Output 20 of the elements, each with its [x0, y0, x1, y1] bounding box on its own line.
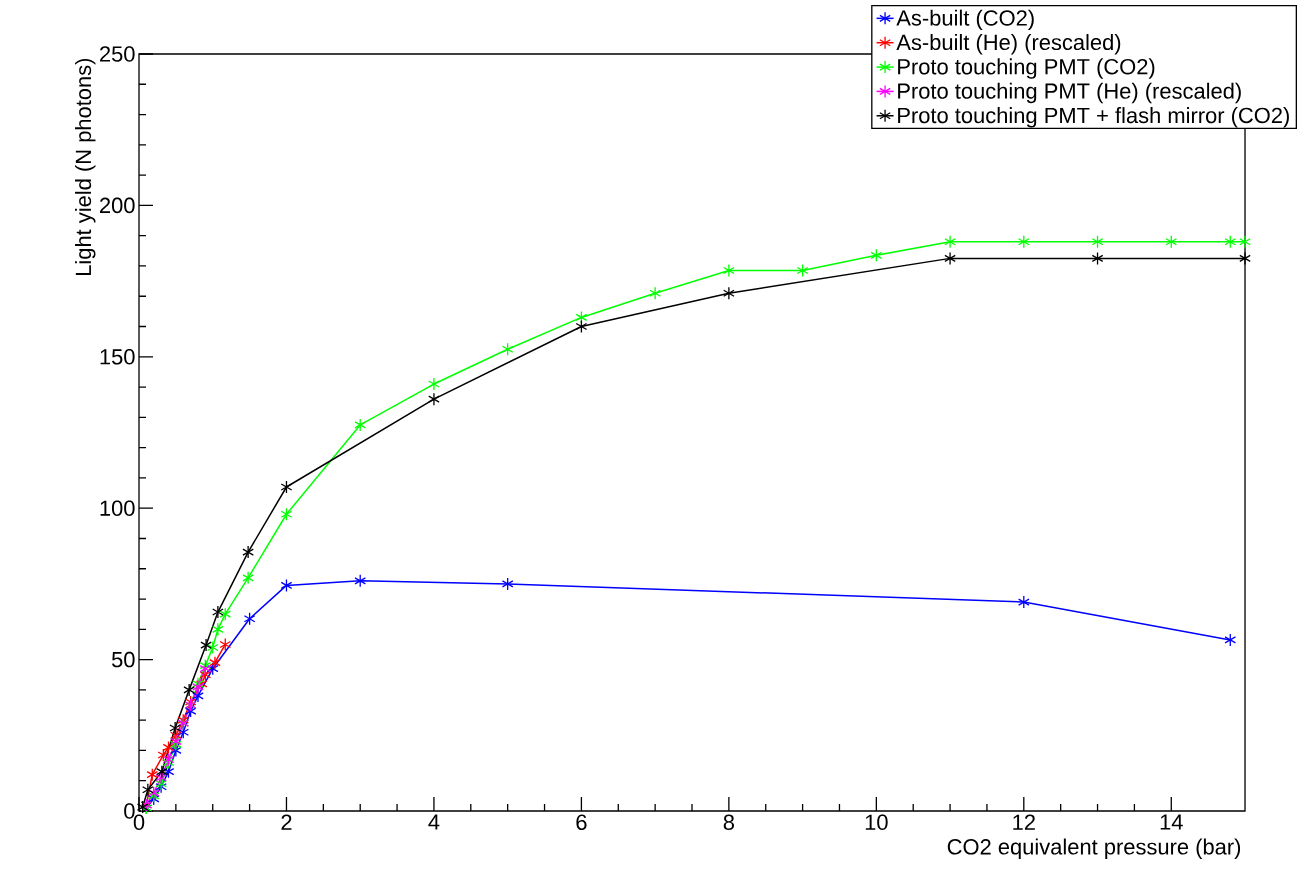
legend-label: Proto touching PMT + flash mirror (CO2)	[898, 107, 1289, 128]
legend-label: As-built (He) (rescaled)	[896, 34, 1121, 55]
x-tick-label: 6	[576, 814, 587, 831]
x-axis-title: CO2 equivalent pressure (bar)	[947, 838, 1241, 859]
x-tick-label: 4	[428, 814, 440, 830]
x-tick-label: 10	[865, 814, 888, 831]
y-tick-label: 150	[100, 349, 135, 365]
y-axis-title: Light yield (N photons)	[75, 58, 96, 276]
y-tick-label: 200	[100, 197, 135, 214]
x-tick-label: 8	[723, 814, 735, 831]
y-tick-label: 100	[100, 500, 135, 516]
x-tick-label: 14	[1160, 814, 1183, 830]
y-tick-label: 50	[111, 651, 135, 668]
legend-label: As-built (CO2)	[896, 9, 1034, 31]
legend-label: Proto touching PMT (He) (rescaled)	[898, 82, 1241, 104]
legend-label: Proto touching PMT (CO2)	[898, 58, 1155, 79]
y-tick-label: 0	[124, 803, 135, 819]
x-tick-label: 12	[1013, 814, 1035, 830]
x-tick-label: 2	[281, 814, 292, 830]
y-tick-label: 250	[100, 46, 135, 62]
